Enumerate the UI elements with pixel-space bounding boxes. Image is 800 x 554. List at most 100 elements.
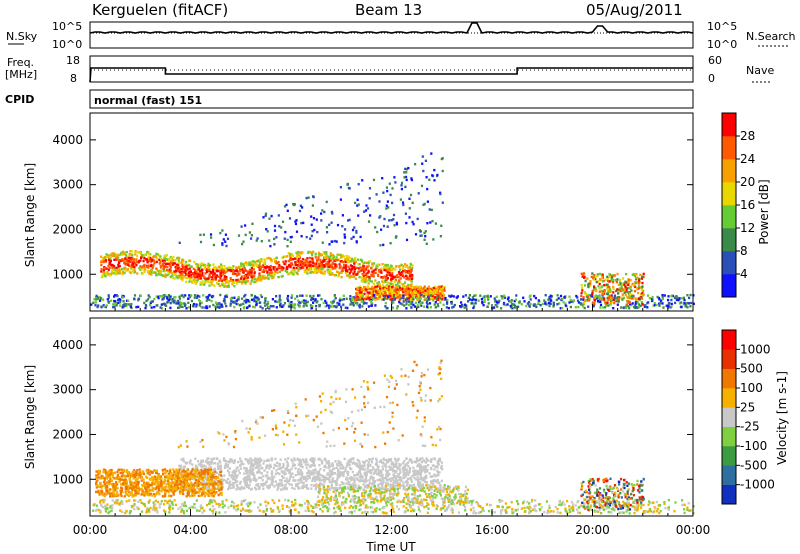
velocity-cell: [251, 458, 254, 462]
power-cell: [413, 294, 416, 297]
power-cell: [342, 266, 345, 269]
velocity-cell: [244, 484, 247, 487]
power-cell: [667, 295, 670, 298]
power-cell: [246, 273, 249, 276]
power-cell: [550, 295, 554, 298]
power-cell: [382, 294, 385, 297]
power-cell: [361, 260, 364, 263]
power-cell: [167, 271, 170, 275]
power-cell: [155, 257, 158, 260]
power-cell: [556, 303, 559, 306]
power-cell: [294, 261, 297, 264]
power-cell: [686, 301, 689, 305]
power-cell: [212, 303, 215, 307]
power-colorbar-tick-label: 8: [740, 244, 748, 258]
power-cell: [122, 305, 125, 308]
velocity-cell: [382, 480, 385, 483]
power-cell: [101, 274, 104, 277]
power-cell: [244, 293, 247, 297]
power-cell: [356, 273, 359, 276]
power-cell: [372, 269, 375, 272]
power-cell: [117, 256, 120, 259]
power-cell: [452, 305, 455, 308]
velocity-cell: [200, 465, 204, 469]
velocity-cell: [280, 484, 283, 487]
velocity-cell: [417, 459, 420, 462]
velocity-cell: [358, 462, 361, 465]
power-cell: [234, 269, 237, 272]
power-cell: [172, 276, 175, 280]
power-cell: [209, 264, 212, 267]
power-cell: [274, 300, 277, 303]
power-cell: [189, 271, 192, 274]
power-cell: [294, 222, 298, 226]
power-cell: [390, 265, 393, 268]
power-cell: [297, 299, 300, 302]
power-cell: [635, 298, 638, 301]
power-cell: [208, 305, 211, 308]
power-cell: [477, 299, 480, 302]
power-cell: [391, 298, 394, 301]
power-cell: [298, 255, 301, 259]
power-cell: [240, 267, 243, 271]
power-cell: [591, 293, 594, 296]
power-cell: [402, 298, 406, 301]
power-cell: [628, 301, 631, 305]
power-cell: [214, 274, 217, 277]
power-cell: [277, 275, 280, 279]
power-cell: [408, 303, 411, 307]
power-cell: [418, 297, 421, 300]
velocity-cell: [417, 471, 420, 474]
power-cell: [145, 299, 148, 302]
power-cell: [355, 266, 358, 270]
velocity-cell: [235, 467, 238, 470]
power-cell: [393, 280, 396, 283]
power-cell: [276, 271, 279, 274]
power-cell: [158, 262, 161, 265]
power-cell: [203, 283, 206, 286]
power-cell: [178, 256, 181, 260]
power-cell: [149, 253, 152, 256]
power-cell: [266, 230, 269, 233]
power-cell: [316, 265, 319, 268]
power-cell: [593, 287, 596, 290]
power-cell: [151, 300, 154, 303]
power-cell: [310, 223, 313, 226]
velocity-cell: [393, 476, 396, 479]
power-cell: [363, 210, 366, 213]
power-cell: [329, 268, 332, 271]
power-cell: [428, 178, 431, 181]
power-cell: [311, 271, 314, 274]
power-cell: [382, 191, 385, 194]
power-cell: [363, 286, 366, 289]
power-cell: [641, 281, 644, 285]
power-cell: [224, 233, 227, 236]
power-cell: [379, 244, 382, 247]
power-cell: [616, 278, 619, 281]
power-cell: [356, 296, 360, 299]
power-cell: [242, 263, 245, 266]
power-cell: [225, 244, 228, 248]
power-cell: [617, 290, 620, 293]
power-cell: [291, 272, 294, 276]
velocity-cell: [341, 466, 344, 470]
velocity-cell: [248, 484, 251, 487]
velocity-cell: [394, 480, 397, 483]
power-cell: [629, 278, 632, 282]
velocity-cell: [364, 478, 367, 481]
velocity-cell: [419, 482, 422, 486]
power-cell: [324, 305, 327, 308]
power-cell: [686, 306, 689, 309]
power-cell: [388, 182, 391, 185]
power-cell: [134, 262, 137, 265]
power-cell: [402, 285, 405, 288]
velocity-cell: [285, 460, 288, 463]
power-cell: [255, 301, 258, 304]
power-cell: [156, 253, 160, 256]
power-cell: [147, 256, 150, 259]
velocity-cell: [350, 467, 353, 471]
power-cell: [169, 275, 172, 279]
power-cell: [582, 273, 585, 277]
velocity-cell: [417, 464, 420, 467]
power-cell: [426, 187, 429, 191]
